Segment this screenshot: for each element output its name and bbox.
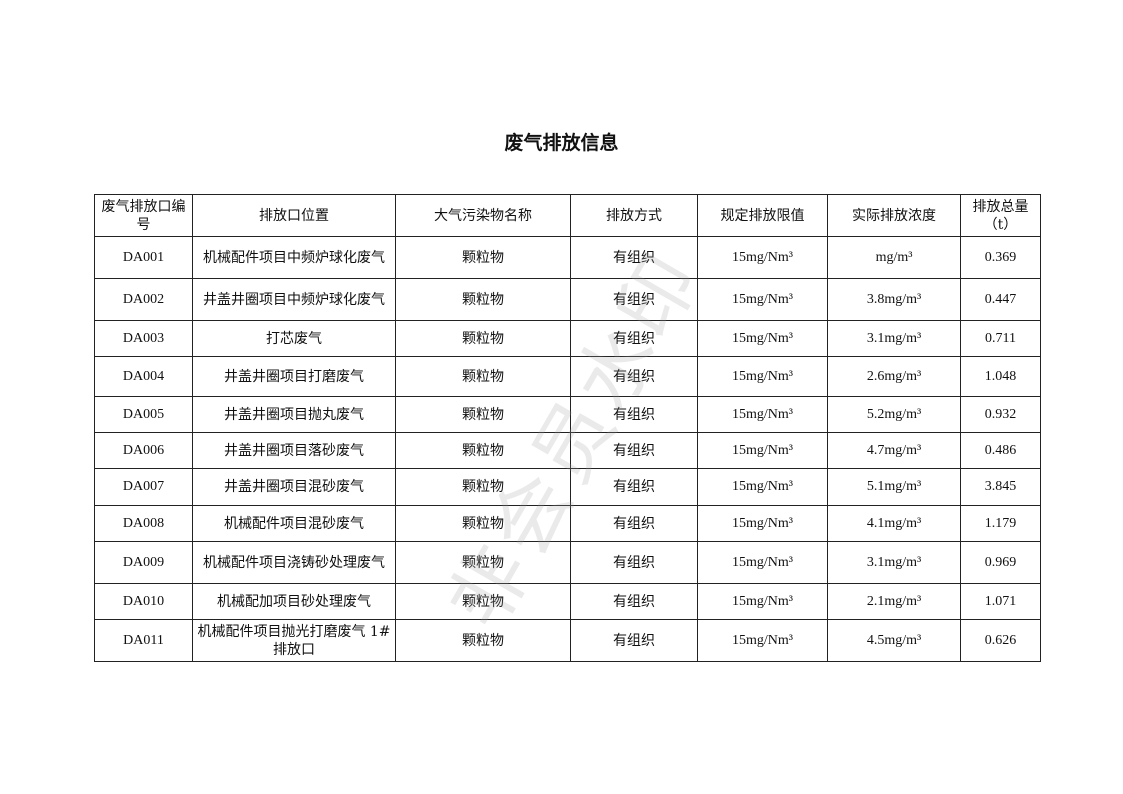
table-row: DA001 机械配件项目中频炉球化废气 颗粒物 有组织 15mg/Nm³ mg/m³ 0.3…	[94, 236, 1041, 279]
cell-location: 机械配件项目抛光打磨废气 1#排放口	[192, 619, 396, 662]
cell-method: 有组织	[570, 320, 698, 357]
cell-method: 有组织	[570, 619, 698, 662]
cell-location: 机械配件项目中频炉球化废气	[192, 236, 396, 279]
cell-location: 打芯废气	[192, 320, 396, 357]
cell-outlet-id: DA006	[94, 432, 193, 469]
cell-outlet-id: DA001	[94, 236, 193, 279]
table-row: DA009 机械配件项目浇铸砂处理废气 颗粒物 有组织 15mg/Nm³ 3.1mg/m³…	[94, 541, 1041, 584]
cell-limit: 15mg/Nm³	[697, 432, 828, 469]
cell-total: 1.048	[960, 356, 1041, 397]
cell-location: 机械配件项目混砂废气	[192, 505, 396, 542]
cell-limit: 15mg/Nm³	[697, 583, 828, 620]
cell-outlet-id: DA005	[94, 396, 193, 433]
cell-limit: 15mg/Nm³	[697, 505, 828, 542]
cell-total: 3.845	[960, 468, 1041, 506]
cell-outlet-id: DA009	[94, 541, 193, 584]
table-row: DA006 井盖井圈项目落砂废气 颗粒物 有组织 15mg/Nm³ 4.7mg/m³ 0.4…	[94, 432, 1041, 469]
cell-location: 井盖井圈项目混砂废气	[192, 468, 396, 506]
cell-pollutant: 颗粒物	[395, 619, 571, 662]
cell-concentration: 2.1mg/m³	[827, 583, 961, 620]
cell-concentration: 4.7mg/m³	[827, 432, 961, 469]
header-concentration: 实际排放浓度	[827, 194, 961, 237]
cell-concentration: mg/m³	[827, 236, 961, 279]
cell-location: 机械配加项目砂处理废气	[192, 583, 396, 620]
cell-method: 有组织	[570, 356, 698, 397]
cell-concentration: 4.5mg/m³	[827, 619, 961, 662]
cell-concentration: 3.1mg/m³	[827, 320, 961, 357]
cell-pollutant: 颗粒物	[395, 396, 571, 433]
cell-total: 1.179	[960, 505, 1041, 542]
cell-pollutant: 颗粒物	[395, 541, 571, 584]
cell-concentration: 5.2mg/m³	[827, 396, 961, 433]
cell-concentration: 4.1mg/m³	[827, 505, 961, 542]
cell-method: 有组织	[570, 541, 698, 584]
cell-method: 有组织	[570, 505, 698, 542]
cell-total: 0.369	[960, 236, 1041, 279]
cell-pollutant: 颗粒物	[395, 236, 571, 279]
cell-concentration: 3.8mg/m³	[827, 278, 961, 321]
cell-limit: 15mg/Nm³	[697, 396, 828, 433]
cell-method: 有组织	[570, 278, 698, 321]
cell-outlet-id: DA010	[94, 583, 193, 620]
table-row: DA002 井盖井圈项目中频炉球化废气 颗粒物 有组织 15mg/Nm³ 3.8mg/m³…	[94, 278, 1041, 321]
table-row: DA004 井盖井圈项目打磨废气 颗粒物 有组织 15mg/Nm³ 2.6mg/m³ 1.0…	[94, 356, 1041, 397]
cell-method: 有组织	[570, 236, 698, 279]
cell-pollutant: 颗粒物	[395, 278, 571, 321]
cell-limit: 15mg/Nm³	[697, 356, 828, 397]
cell-outlet-id: DA002	[94, 278, 193, 321]
cell-concentration: 3.1mg/m³	[827, 541, 961, 584]
cell-pollutant: 颗粒物	[395, 356, 571, 397]
header-location: 排放口位置	[192, 194, 396, 237]
cell-concentration: 2.6mg/m³	[827, 356, 961, 397]
cell-total: 0.626	[960, 619, 1041, 662]
cell-limit: 15mg/Nm³	[697, 278, 828, 321]
table-row: DA003 打芯废气 颗粒物 有组织 15mg/Nm³ 3.1mg/m³ 0.711	[94, 320, 1041, 357]
header-outlet-id: 废气排放口编号	[94, 194, 193, 237]
cell-pollutant: 颗粒物	[395, 432, 571, 469]
cell-total: 0.969	[960, 541, 1041, 584]
cell-total: 0.711	[960, 320, 1041, 357]
cell-total: 0.932	[960, 396, 1041, 433]
cell-limit: 15mg/Nm³	[697, 320, 828, 357]
cell-pollutant: 颗粒物	[395, 468, 571, 506]
cell-concentration: 5.1mg/m³	[827, 468, 961, 506]
cell-total: 0.486	[960, 432, 1041, 469]
cell-outlet-id: DA004	[94, 356, 193, 397]
cell-outlet-id: DA007	[94, 468, 193, 506]
cell-location: 井盖井圈项目中频炉球化废气	[192, 278, 396, 321]
table-row: DA005 井盖井圈项目抛丸废气 颗粒物 有组织 15mg/Nm³ 5.2mg/m³ 0.9…	[94, 396, 1041, 433]
table-row: DA010 机械配加项目砂处理废气 颗粒物 有组织 15mg/Nm³ 2.1mg/m³ 1.…	[94, 583, 1041, 620]
cell-pollutant: 颗粒物	[395, 583, 571, 620]
page-title: 废气排放信息	[504, 132, 619, 154]
cell-location: 机械配件项目浇铸砂处理废气	[192, 541, 396, 584]
header-limit: 规定排放限值	[697, 194, 828, 237]
cell-method: 有组织	[570, 583, 698, 620]
cell-location: 井盖井圈项目抛丸废气	[192, 396, 396, 433]
cell-limit: 15mg/Nm³	[697, 541, 828, 584]
table-header-row: 废气排放口编号 排放口位置 大气污染物名称 排放方式 规定排放限值 实际排放浓度…	[94, 194, 1041, 237]
cell-outlet-id: DA003	[94, 320, 193, 357]
cell-outlet-id: DA011	[94, 619, 193, 662]
cell-location: 井盖井圈项目打磨废气	[192, 356, 396, 397]
header-pollutant: 大气污染物名称	[395, 194, 571, 237]
cell-limit: 15mg/Nm³	[697, 236, 828, 279]
cell-pollutant: 颗粒物	[395, 505, 571, 542]
header-total: 排放总量（t）	[960, 194, 1041, 237]
table-row: DA008 机械配件项目混砂废气 颗粒物 有组织 15mg/Nm³ 4.1mg/m³ 1.1…	[94, 505, 1041, 542]
cell-pollutant: 颗粒物	[395, 320, 571, 357]
cell-limit: 15mg/Nm³	[697, 468, 828, 506]
cell-outlet-id: DA008	[94, 505, 193, 542]
cell-total: 0.447	[960, 278, 1041, 321]
cell-method: 有组织	[570, 468, 698, 506]
cell-limit: 15mg/Nm³	[697, 619, 828, 662]
cell-location: 井盖井圈项目落砂废气	[192, 432, 396, 469]
emission-table: 废气排放口编号 排放口位置 大气污染物名称 排放方式 规定排放限值 实际排放浓度…	[94, 194, 1041, 662]
table-row: DA011 机械配件项目抛光打磨废气 1#排放口 颗粒物 有组织 15mg/Nm³ 4.5…	[94, 619, 1041, 662]
cell-method: 有组织	[570, 432, 698, 469]
cell-method: 有组织	[570, 396, 698, 433]
table-row: DA007 井盖井圈项目混砂废气 颗粒物 有组织 15mg/Nm³ 5.1mg/m³ 3.8…	[94, 468, 1041, 506]
header-method: 排放方式	[570, 194, 698, 237]
cell-total: 1.071	[960, 583, 1041, 620]
